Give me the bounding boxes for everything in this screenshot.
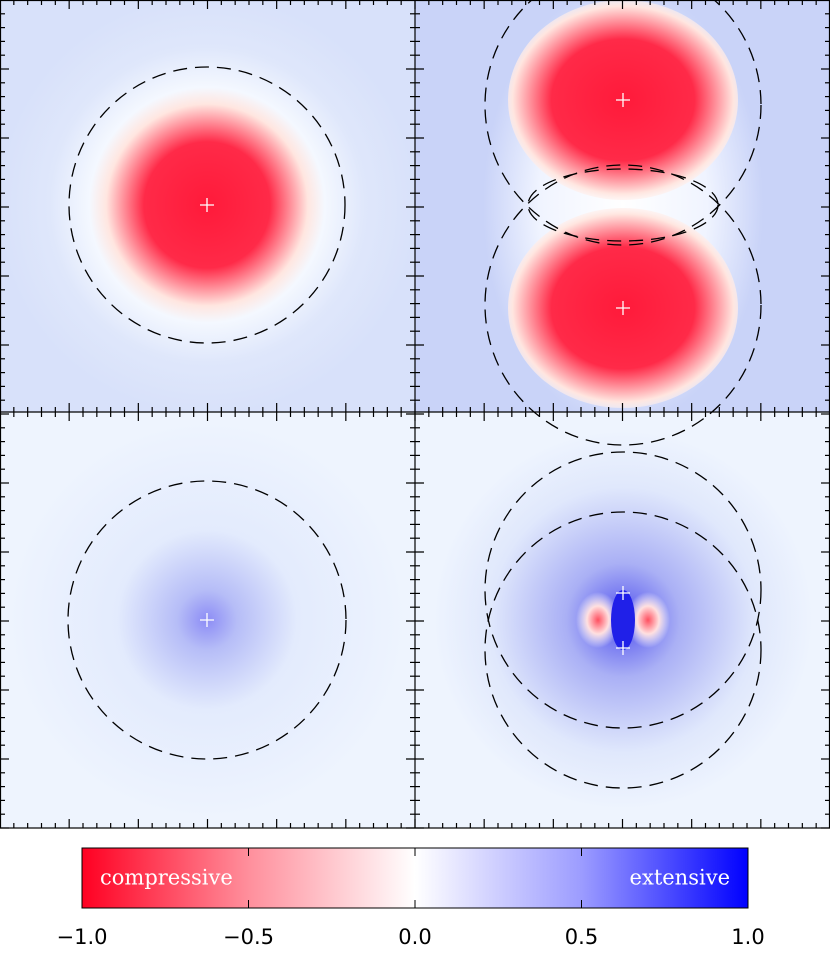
colorbar xyxy=(81,847,749,909)
colorbar-right-label: extensive xyxy=(630,866,730,890)
panels xyxy=(0,0,830,829)
markers xyxy=(200,93,630,655)
marker xyxy=(616,301,630,315)
colorbar-tick-label: −1.0 xyxy=(57,925,108,949)
lobe xyxy=(576,592,620,648)
colorbar-tick-label: 0.0 xyxy=(398,925,431,949)
contour xyxy=(67,480,347,760)
contour xyxy=(484,0,762,246)
marker xyxy=(616,641,630,655)
lobe xyxy=(626,592,670,648)
contour xyxy=(484,511,762,789)
marker xyxy=(616,586,630,600)
colorbar-tick-label: 0.5 xyxy=(565,925,598,949)
contour xyxy=(484,164,762,446)
contour xyxy=(527,168,719,242)
contours xyxy=(67,0,762,789)
marker xyxy=(200,198,214,212)
contour xyxy=(484,451,762,729)
marker xyxy=(200,613,214,627)
lobe xyxy=(611,590,635,650)
colorbar-tick-label: 1.0 xyxy=(731,925,764,949)
colorbar-left-label: compressive xyxy=(100,866,233,890)
colorbar-tick-label: −0.5 xyxy=(223,925,274,949)
marker xyxy=(616,93,630,107)
contour xyxy=(68,66,346,344)
frames xyxy=(0,0,830,829)
